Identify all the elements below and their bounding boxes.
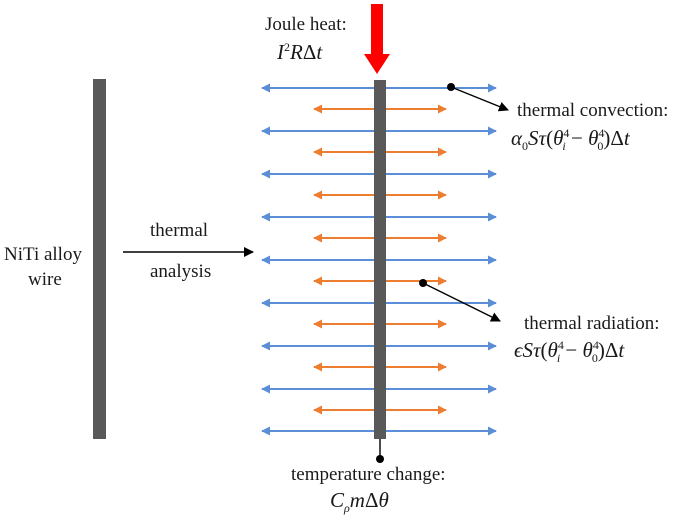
thermal-convection-formula: α0Sτ(θ4i − θ40)Δt [511, 126, 630, 154]
joule-heat-arrow [364, 4, 390, 74]
temperature-change-label: temperature change: [291, 464, 446, 485]
thermal-radiation-label: thermal radiation: [524, 313, 660, 334]
temperature-pointer [376, 439, 384, 463]
joule-heat-formula: I2RΔt [277, 40, 323, 64]
wire-label-line1: NiTi alloy [4, 244, 82, 265]
thermal-analysis-label-line1: thermal [150, 220, 209, 241]
temperature-change-formula: CρmΔθ [330, 488, 389, 516]
joule-heat-label: Joule heat: [265, 14, 347, 35]
thermal-analysis-label-line2: analysis [150, 261, 212, 282]
wire-label-line2: wire [28, 269, 62, 290]
radiation-pointer [419, 279, 501, 322]
thermal-convection-label: thermal convection: [517, 100, 669, 121]
niti-wire-center [374, 80, 386, 439]
niti-wire-left [93, 79, 106, 439]
convection-pointer [447, 83, 509, 112]
thermal-radiation-formula: ϵSτ(θ4i − θ40)Δt [514, 338, 625, 366]
